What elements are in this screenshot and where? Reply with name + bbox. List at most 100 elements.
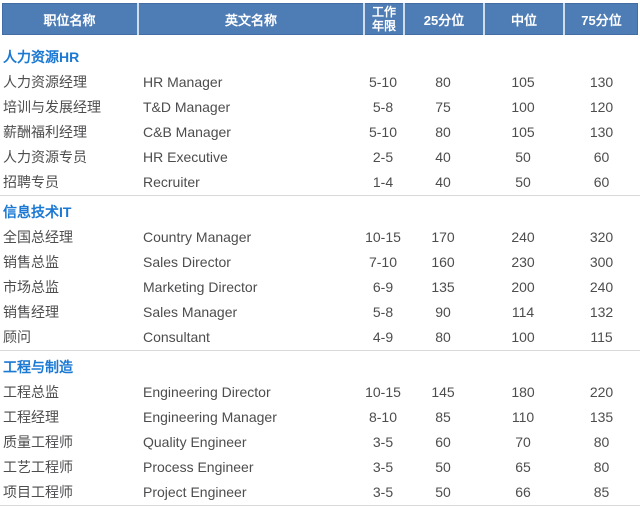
table-row: 销售经理 Sales Manager 5-8 90 114 132 — [0, 300, 640, 325]
cell-position-en: Process Engineer — [143, 459, 254, 475]
cell-median: 105 — [511, 124, 535, 140]
section-it: 信息技术IT 全国总经理 Country Manager 10-15 170 2… — [0, 196, 640, 351]
cell-years: 10-15 — [365, 384, 401, 400]
cell-median: 66 — [515, 484, 531, 500]
cell-position-en: T&D Manager — [143, 99, 231, 115]
table-row: 招聘专员 Recruiter 1-4 40 50 60 — [0, 170, 640, 195]
cell-position-cn: 薪酬福利经理 — [3, 124, 87, 140]
table-row: 全国总经理 Country Manager 10-15 170 240 320 — [0, 225, 640, 250]
cell-median: 114 — [511, 304, 535, 320]
cell-position-en: Engineering Manager — [143, 409, 277, 425]
cell-p75: 85 — [593, 484, 610, 500]
cell-years: 5-10 — [368, 124, 398, 140]
cell-position-en: Recruiter — [143, 174, 200, 190]
cell-p25: 80 — [435, 74, 451, 90]
column-header-median: 中位 — [483, 3, 563, 35]
cell-years: 4-9 — [372, 329, 394, 345]
table-row: 项目工程师 Project Engineer 3-5 50 66 85 — [0, 480, 640, 505]
cell-years: 2-5 — [372, 149, 394, 165]
table-row: 人力资源经理 HR Manager 5-10 80 105 130 — [0, 70, 640, 95]
cell-p25: 75 — [435, 99, 451, 115]
cell-p75: 130 — [589, 74, 614, 90]
cell-position-en: Consultant — [143, 329, 210, 345]
cell-position-cn: 顾问 — [3, 329, 31, 345]
cell-p25: 135 — [431, 279, 455, 295]
cell-position-cn: 销售经理 — [3, 304, 59, 320]
cell-position-cn: 招聘专员 — [3, 174, 59, 190]
cell-position-en: Marketing Director — [143, 279, 258, 295]
cell-years: 8-10 — [368, 409, 398, 425]
cell-median: 50 — [515, 149, 531, 165]
cell-p75: 60 — [593, 149, 610, 165]
cell-p25: 80 — [435, 124, 451, 140]
table-row: 工程总监 Engineering Director 10-15 145 180 … — [0, 380, 640, 405]
cell-position-en: HR Executive — [143, 149, 228, 165]
cell-position-cn: 工程经理 — [3, 409, 59, 425]
cell-median: 70 — [515, 434, 531, 450]
cell-position-en: Country Manager — [143, 229, 252, 245]
cell-median: 105 — [511, 74, 535, 90]
cell-position-cn: 销售总监 — [3, 254, 59, 270]
cell-p25: 60 — [435, 434, 451, 450]
cell-p25: 160 — [431, 254, 455, 270]
cell-position-cn: 工程总监 — [3, 384, 59, 400]
cell-position-cn: 市场总监 — [3, 279, 59, 295]
cell-p75: 320 — [589, 229, 614, 245]
cell-p25: 170 — [431, 229, 455, 245]
cell-p75: 130 — [589, 124, 614, 140]
table-header: 职位名称 英文名称 工作 年限 25分位 中位 75分位 — [2, 3, 638, 35]
cell-years: 3-5 — [372, 434, 394, 450]
cell-position-cn: 全国总经理 — [3, 229, 73, 245]
cell-p75: 220 — [589, 384, 614, 400]
table-row: 销售总监 Sales Director 7-10 160 230 300 — [0, 250, 640, 275]
cell-median: 100 — [511, 329, 535, 345]
cell-p75: 60 — [593, 174, 610, 190]
table-row: 薪酬福利经理 C&B Manager 5-10 80 105 130 — [0, 120, 640, 145]
cell-p25: 40 — [435, 174, 451, 190]
cell-p25: 50 — [435, 459, 451, 475]
cell-position-en: HR Manager — [143, 74, 223, 90]
cell-p25: 40 — [435, 149, 451, 165]
cell-position-en: Project Engineer — [143, 484, 247, 500]
cell-years: 5-8 — [372, 304, 394, 320]
cell-median: 240 — [511, 229, 535, 245]
cell-p75: 135 — [589, 409, 614, 425]
cell-p75: 240 — [589, 279, 614, 295]
cell-median: 65 — [515, 459, 531, 475]
cell-position-en: C&B Manager — [143, 124, 231, 140]
cell-p75: 132 — [589, 304, 614, 320]
cell-years: 6-9 — [372, 279, 394, 295]
cell-median: 100 — [511, 99, 535, 115]
cell-position-cn: 工艺工程师 — [3, 459, 73, 475]
cell-median: 110 — [511, 409, 535, 425]
table-row: 质量工程师 Quality Engineer 3-5 60 70 80 — [0, 430, 640, 455]
table-row: 工艺工程师 Process Engineer 3-5 50 65 80 — [0, 455, 640, 480]
cell-median: 50 — [515, 174, 531, 190]
cell-position-en: Engineering Director — [143, 384, 271, 400]
section-title: 工程与制造 — [3, 359, 73, 375]
cell-position-cn: 人力资源经理 — [3, 74, 87, 90]
table-row: 人力资源专员 HR Executive 2-5 40 50 60 — [0, 145, 640, 170]
cell-median: 230 — [511, 254, 535, 270]
cell-position-en: Quality Engineer — [143, 434, 247, 450]
table-row: 顾问 Consultant 4-9 80 100 115 — [0, 325, 640, 350]
cell-years: 5-10 — [368, 74, 398, 90]
cell-p75: 300 — [589, 254, 614, 270]
cell-years: 5-8 — [372, 99, 394, 115]
cell-p25: 90 — [435, 304, 451, 320]
cell-p25: 145 — [431, 384, 455, 400]
column-header-years: 工作 年限 — [363, 3, 403, 35]
section-engineering: 工程与制造 工程总监 Engineering Director 10-15 14… — [0, 351, 640, 506]
cell-p75: 80 — [593, 459, 610, 475]
column-header-position-cn: 职位名称 — [43, 12, 96, 28]
cell-position-cn: 培训与发展经理 — [3, 99, 101, 115]
cell-p75: 115 — [590, 329, 613, 345]
cell-years: 7-10 — [368, 254, 398, 270]
column-header-position-en: 英文名称 — [137, 3, 363, 35]
cell-p75: 80 — [593, 434, 610, 450]
cell-p25: 80 — [435, 329, 451, 345]
cell-median: 180 — [511, 384, 535, 400]
cell-position-en: Sales Manager — [143, 304, 238, 320]
cell-position-cn: 人力资源专员 — [3, 149, 87, 165]
section-title: 信息技术IT — [3, 204, 72, 220]
